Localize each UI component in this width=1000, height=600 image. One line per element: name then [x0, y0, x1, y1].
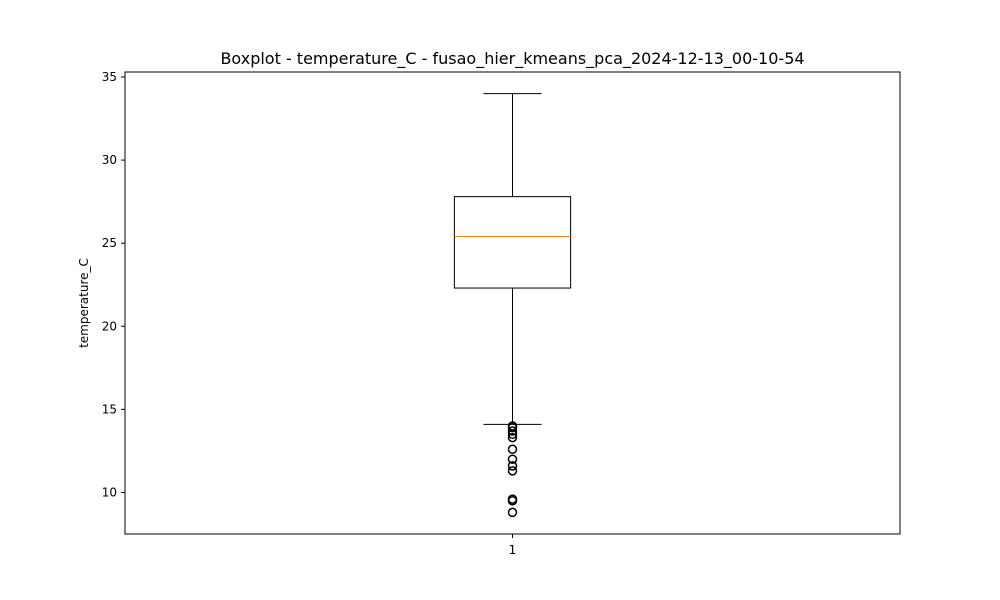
box-group: [453, 93, 572, 518]
plot-area: [124, 71, 901, 535]
x-tick-label: 1: [509, 543, 517, 557]
y-tick-label: 35: [102, 70, 117, 84]
outlier-point: [507, 496, 518, 506]
x-axis: 1: [509, 534, 517, 557]
outlier-point: [507, 429, 518, 440]
outlier-point: [507, 507, 518, 518]
chart-title: Boxplot - temperature_C - fusao_hier_kme…: [220, 49, 804, 69]
outlier-point: [507, 454, 518, 464]
outlier-point: [507, 461, 518, 471]
outlier-point: [507, 466, 518, 476]
y-axis-label: temperature_C: [77, 258, 91, 348]
y-tick-label: 20: [102, 319, 117, 333]
outlier-point: [507, 422, 518, 433]
y-tick-label: 30: [102, 153, 117, 167]
y-axis: 10 15 20 25 30 35: [102, 70, 125, 499]
outlier-point: [507, 444, 518, 454]
y-tick-label: 25: [102, 236, 117, 250]
box-iqr: [453, 196, 572, 289]
y-tick-label: 15: [102, 402, 117, 416]
outlier-point: [507, 432, 518, 443]
outlier-point: [507, 426, 518, 436]
y-tick-label: 10: [102, 485, 117, 499]
